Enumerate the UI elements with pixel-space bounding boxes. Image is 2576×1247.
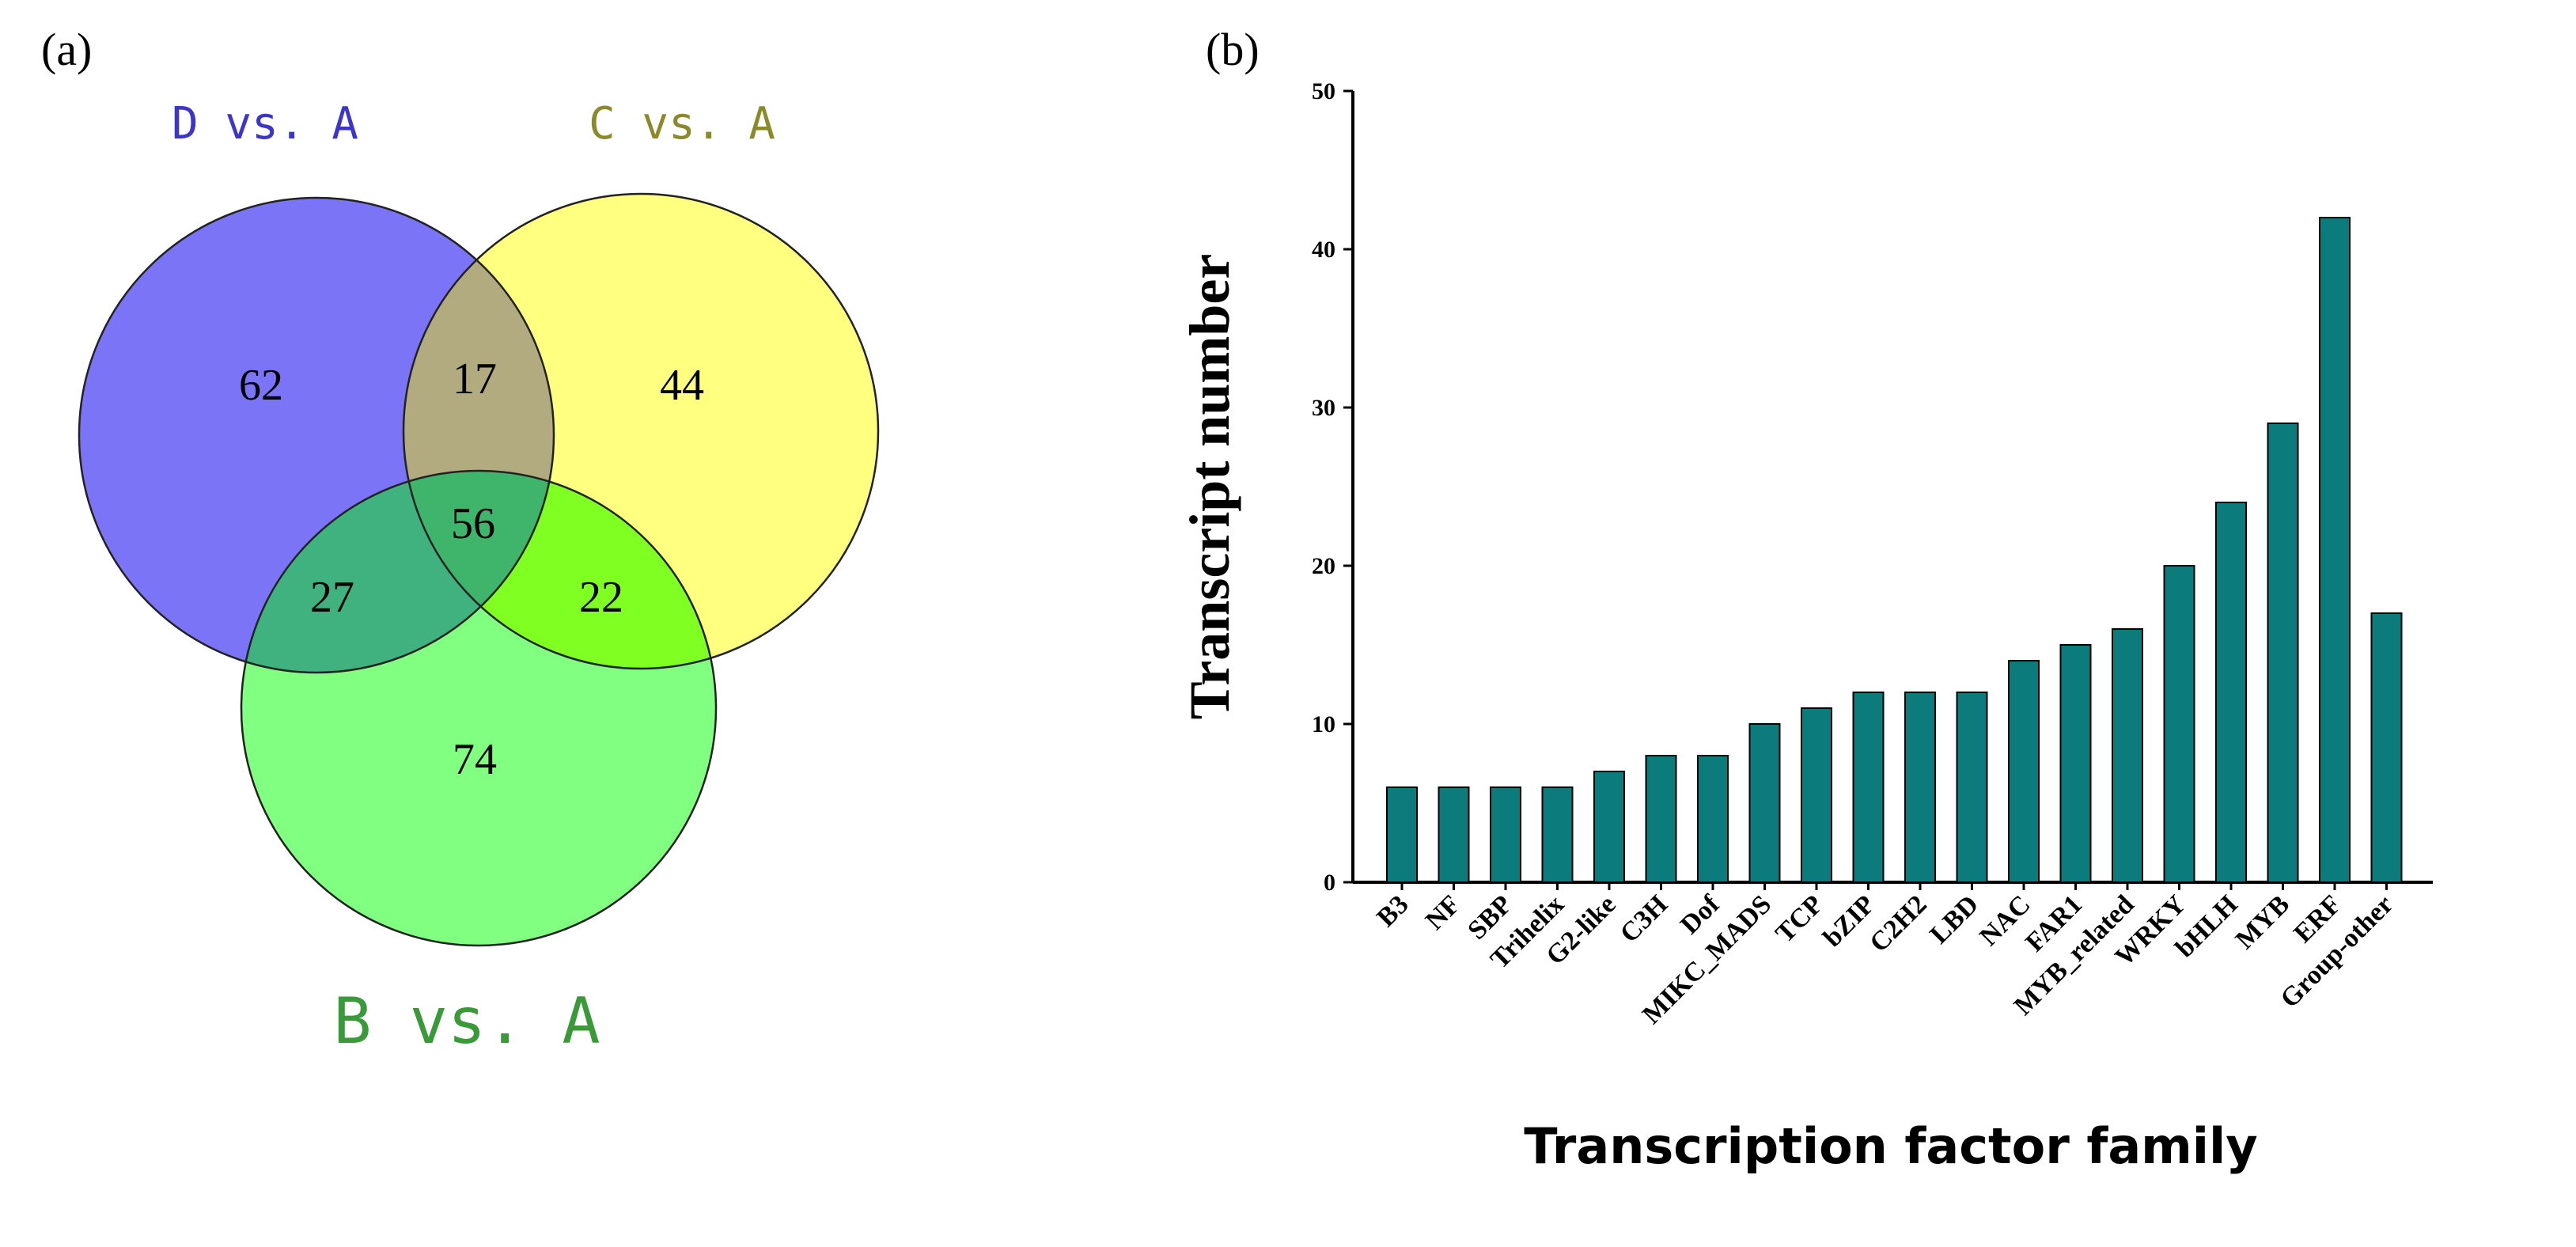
panel-a-label: (a) [41,24,92,75]
venn-count-b-only: 74 [453,735,497,784]
bar-group-other [2370,612,2403,883]
venn-overlap-d-b [241,471,554,673]
bar-lbd [1956,692,1988,883]
x-axis-label: Transcription factor family [1524,1117,2257,1175]
venn-outline-b [240,469,718,947]
venn-set-label-c: C vs. A [589,98,775,150]
bar-sbp [1490,786,1521,883]
y-tick-label: 50 [1312,78,1335,104]
venn-set-label-b: B vs. A [333,984,600,1058]
bar-c3h [1645,755,1677,883]
y-tick-label: 10 [1312,711,1335,737]
y-axis-label: Transcript number [1178,254,1241,720]
bar-trihelix [1541,786,1574,883]
x-tick-label: B3 [1371,889,1414,932]
bar-b3 [1386,786,1418,883]
venn-panel: (a) D vs. A C vs. A [41,24,880,1058]
bar-g2-like [1593,771,1625,883]
x-tick-label: C2H2 [1864,889,1932,957]
bar-nac [2008,660,2040,883]
bar-mikc-mads [1748,723,1781,883]
venn-count-all: 56 [451,499,495,548]
venn-count-d-b: 27 [310,573,354,622]
venn-count-c-only: 44 [660,361,704,410]
panel-b-label: (b) [1206,24,1260,75]
bar-bzip [1852,692,1885,883]
bar-chart-panel: (b) 0 10 20 30 40 50 B3 NFSBPTrihelixG2-likeC3… [1178,24,2433,1175]
bar-wrky [2163,565,2195,883]
venn-count-c-b: 22 [579,573,623,622]
y-tick-label: 0 [1324,870,1335,896]
y-tick-label: 30 [1312,395,1335,421]
venn-outline-c [402,192,880,670]
y-tick-label: 20 [1312,553,1335,579]
x-tick-label: NF [1420,889,1466,935]
x-tick-label: MYB [2230,889,2295,954]
bars [1386,217,2403,883]
x-tick-label: LBD [1925,889,1985,949]
venn-count-d-only: 62 [239,361,283,410]
venn-outline-d [78,196,555,674]
bar-dof [1697,755,1729,883]
bar-nf [1438,786,1470,883]
bar-tcp [1801,707,1832,883]
bar-myb [2267,423,2299,883]
y-tick-label: 40 [1312,237,1335,263]
venn-count-d-c: 17 [453,354,497,404]
bar-erf [2319,217,2351,883]
bar-myb-related [2112,628,2143,883]
bar-c2h2 [1904,692,1936,883]
x-tick-label: C3H [1615,889,1673,948]
bar-bhlh [2215,502,2247,883]
venn-overlap-c-b [403,471,716,669]
x-tick-label: TCP [1770,889,1828,948]
bar-far1 [2059,644,2092,883]
y-ticks: 0 10 20 30 40 50 [1312,78,1353,896]
venn-set-label-d: D vs. A [172,98,358,150]
